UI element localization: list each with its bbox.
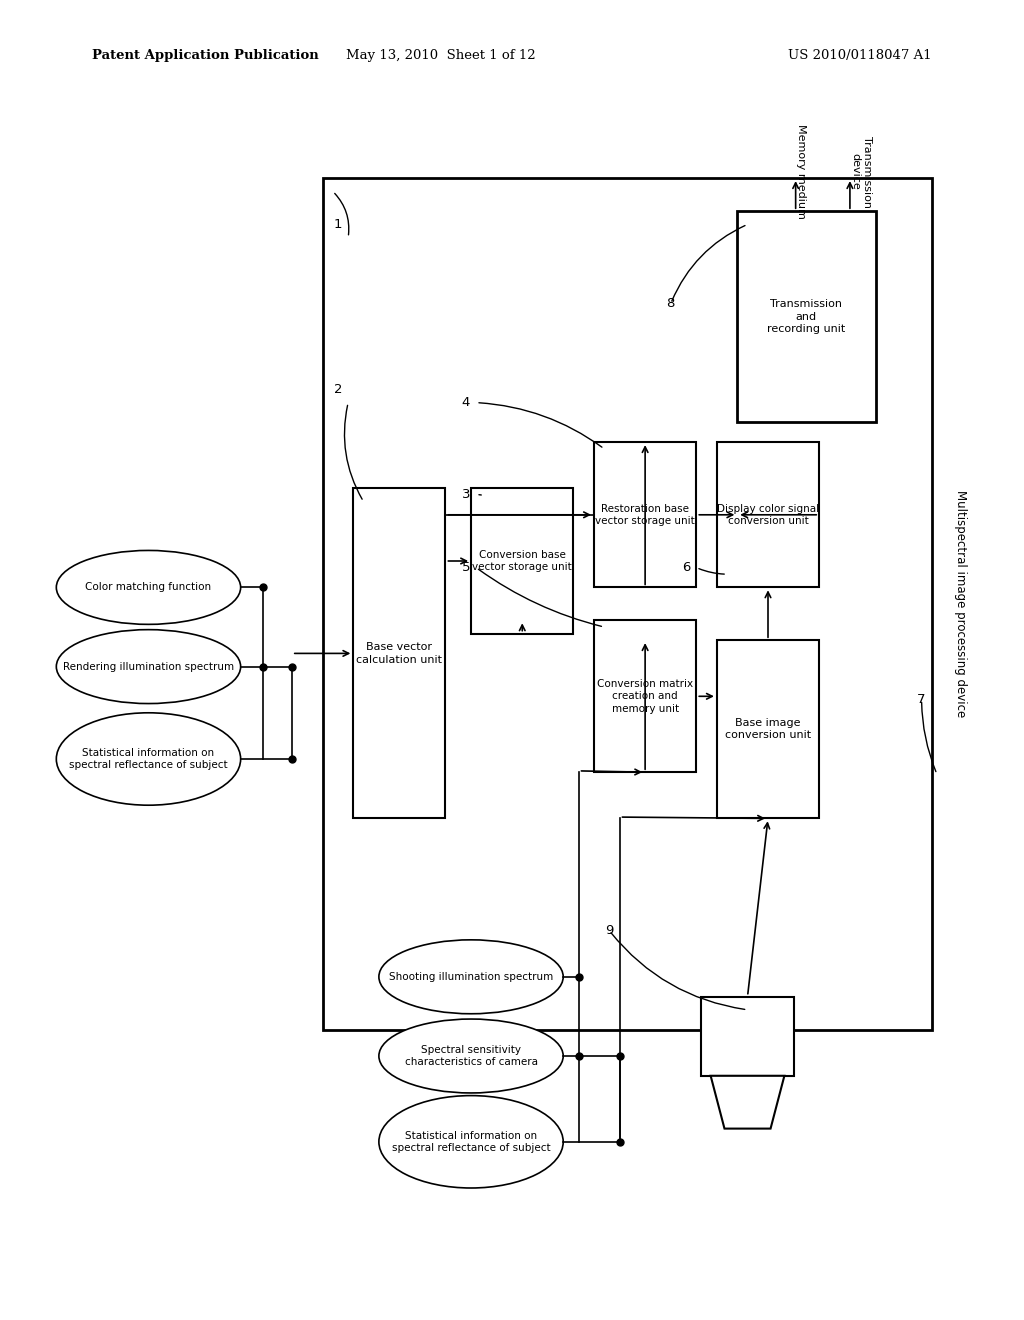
Ellipse shape bbox=[56, 550, 241, 624]
Text: Transmission
device: Transmission device bbox=[850, 136, 871, 207]
Ellipse shape bbox=[56, 630, 241, 704]
Text: 2: 2 bbox=[334, 383, 342, 396]
Text: Base image
conversion unit: Base image conversion unit bbox=[725, 718, 811, 741]
Text: Conversion matrix
creation and
memory unit: Conversion matrix creation and memory un… bbox=[597, 678, 693, 714]
FancyBboxPatch shape bbox=[594, 442, 696, 587]
Text: Conversion base
vector storage unit: Conversion base vector storage unit bbox=[472, 550, 572, 572]
Text: Statistical information on
spectral reflectance of subject: Statistical information on spectral refl… bbox=[392, 1131, 550, 1152]
Text: 6: 6 bbox=[682, 561, 690, 574]
FancyBboxPatch shape bbox=[717, 640, 819, 818]
Text: US 2010/0118047 A1: US 2010/0118047 A1 bbox=[788, 49, 932, 62]
Polygon shape bbox=[711, 1076, 784, 1129]
Ellipse shape bbox=[379, 940, 563, 1014]
FancyBboxPatch shape bbox=[353, 488, 445, 818]
Text: Base vector
calculation unit: Base vector calculation unit bbox=[356, 643, 442, 664]
Text: May 13, 2010  Sheet 1 of 12: May 13, 2010 Sheet 1 of 12 bbox=[345, 49, 536, 62]
Text: Shooting illumination spectrum: Shooting illumination spectrum bbox=[389, 972, 553, 982]
Text: Display color signal
conversion unit: Display color signal conversion unit bbox=[717, 504, 819, 525]
FancyBboxPatch shape bbox=[594, 620, 696, 772]
Text: Multispectral image processing device: Multispectral image processing device bbox=[954, 490, 967, 718]
Text: 4: 4 bbox=[462, 396, 470, 409]
Text: Patent Application Publication: Patent Application Publication bbox=[92, 49, 318, 62]
Text: 8: 8 bbox=[667, 297, 675, 310]
Ellipse shape bbox=[379, 1096, 563, 1188]
Text: 7: 7 bbox=[918, 693, 926, 706]
FancyBboxPatch shape bbox=[471, 488, 573, 634]
Ellipse shape bbox=[379, 1019, 563, 1093]
Text: Statistical information on
spectral reflectance of subject: Statistical information on spectral refl… bbox=[70, 748, 227, 770]
FancyBboxPatch shape bbox=[737, 211, 876, 422]
FancyBboxPatch shape bbox=[323, 178, 932, 1030]
Text: Transmission
and
recording unit: Transmission and recording unit bbox=[767, 300, 846, 334]
Text: 3: 3 bbox=[462, 488, 470, 502]
Text: Memory medium: Memory medium bbox=[796, 124, 806, 219]
Text: Rendering illumination spectrum: Rendering illumination spectrum bbox=[62, 661, 234, 672]
Text: Restoration base
vector storage unit: Restoration base vector storage unit bbox=[595, 504, 695, 525]
Text: 5: 5 bbox=[462, 561, 470, 574]
Text: Color matching function: Color matching function bbox=[85, 582, 212, 593]
FancyBboxPatch shape bbox=[701, 997, 794, 1076]
Ellipse shape bbox=[56, 713, 241, 805]
Text: 9: 9 bbox=[605, 924, 613, 937]
Text: FIG. 1: FIG. 1 bbox=[97, 570, 220, 605]
FancyBboxPatch shape bbox=[717, 442, 819, 587]
Text: 1: 1 bbox=[334, 218, 342, 231]
Text: Spectral sensitivity
characteristics of camera: Spectral sensitivity characteristics of … bbox=[404, 1045, 538, 1067]
